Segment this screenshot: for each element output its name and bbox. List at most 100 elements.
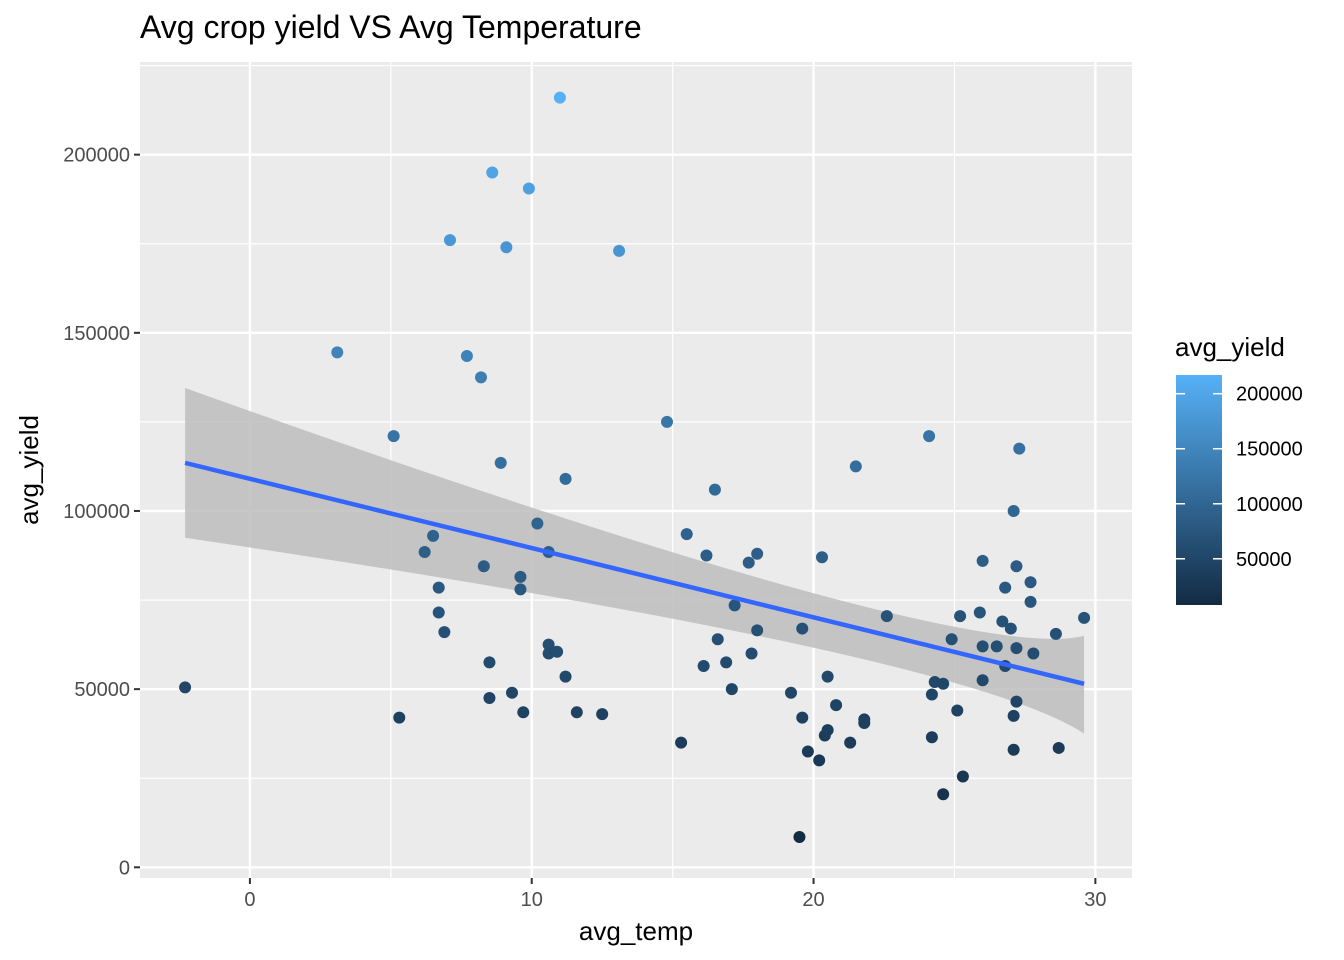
- legend-title: avg_yield: [1175, 332, 1285, 362]
- data-point: [880, 610, 893, 623]
- data-point: [542, 638, 555, 651]
- y-tick-label: 200000: [63, 145, 130, 167]
- y-tick-label: 150000: [63, 323, 130, 345]
- data-point: [954, 610, 967, 623]
- data-point: [1013, 442, 1026, 455]
- data-point: [697, 659, 710, 672]
- x-tick-label: 0: [244, 889, 255, 911]
- data-point: [522, 182, 535, 195]
- data-point: [821, 724, 834, 737]
- data-point: [179, 681, 192, 694]
- data-point: [1024, 595, 1037, 608]
- data-point: [816, 551, 828, 564]
- x-axis-title: avg_temp: [579, 916, 693, 946]
- legend-tick-label: 200000: [1236, 384, 1303, 406]
- data-point: [1010, 695, 1023, 708]
- data-point: [830, 699, 843, 712]
- data-point: [976, 674, 989, 687]
- data-point: [937, 677, 950, 690]
- data-point: [996, 615, 1009, 628]
- data-point: [438, 626, 451, 639]
- data-point: [990, 640, 1003, 653]
- data-point: [801, 745, 814, 758]
- x-axis: 0 10 20 30: [244, 878, 1106, 911]
- color-legend: avg_yield 50000 100000 150000 200000: [1175, 332, 1303, 605]
- data-point: [821, 670, 834, 683]
- data-point: [432, 606, 445, 619]
- data-point: [973, 606, 986, 619]
- data-point: [728, 599, 741, 612]
- data-point: [951, 704, 964, 717]
- data-point: [531, 517, 544, 530]
- data-point: [923, 430, 936, 443]
- data-point: [813, 754, 826, 767]
- minor-gridlines: [140, 62, 1132, 878]
- data-point: [483, 656, 496, 669]
- data-point: [925, 731, 938, 744]
- data-point: [796, 622, 809, 635]
- data-point: [1027, 647, 1040, 660]
- data-point: [661, 415, 673, 428]
- data-point: [796, 711, 809, 724]
- legend-tick-label: 150000: [1236, 439, 1303, 461]
- data-point: [925, 688, 938, 701]
- data-point: [613, 244, 626, 257]
- chart-title: Avg crop yield VS Avg Temperature: [140, 9, 642, 45]
- data-point: [331, 346, 344, 359]
- data-point: [418, 545, 431, 558]
- major-gridlines: [140, 62, 1132, 878]
- legend-tick-label: 50000: [1236, 549, 1292, 571]
- data-point: [1004, 622, 1017, 635]
- data-point: [751, 624, 764, 637]
- y-axis-title: avg_yield: [14, 415, 44, 525]
- data-point: [486, 166, 499, 179]
- trend-line: [184, 460, 1085, 686]
- data-point: [742, 556, 755, 569]
- data-point: [559, 670, 572, 683]
- data-point: [483, 692, 496, 705]
- data-point: [427, 529, 440, 542]
- regression-line: [184, 460, 1085, 686]
- data-point: [675, 736, 688, 749]
- data-point: [500, 241, 513, 254]
- legend-ticks: 50000 100000 150000 200000: [1176, 384, 1303, 571]
- data-point: [708, 483, 721, 496]
- data-point: [999, 581, 1012, 594]
- data-point: [1007, 743, 1020, 756]
- data-point: [553, 91, 566, 104]
- data-point: [937, 788, 950, 801]
- data-point: [551, 645, 564, 658]
- data-point: [745, 647, 758, 660]
- y-tick-label: 100000: [63, 501, 130, 523]
- x-tick-label: 10: [521, 889, 543, 911]
- data-point: [506, 686, 518, 699]
- data-point: [793, 831, 806, 844]
- data-point: [1078, 611, 1091, 624]
- data-point: [477, 560, 490, 573]
- data-point: [725, 683, 738, 696]
- legend-colorbar: [1176, 375, 1222, 605]
- data-points: [179, 91, 1091, 844]
- data-point: [785, 686, 797, 699]
- data-point: [432, 581, 445, 594]
- data-point: [444, 234, 456, 247]
- y-axis: 0 50000 100000 150000 200000: [63, 145, 140, 879]
- data-point: [559, 472, 572, 485]
- data-point: [844, 736, 857, 749]
- data-point: [596, 708, 609, 721]
- data-point: [1049, 627, 1062, 640]
- data-point: [1010, 560, 1023, 573]
- data-point: [1052, 741, 1065, 754]
- y-tick-label: 0: [119, 857, 130, 879]
- confidence-band: [185, 388, 1085, 734]
- data-point: [1010, 642, 1023, 655]
- legend-tick-label: 100000: [1236, 494, 1303, 516]
- data-point: [494, 456, 507, 469]
- data-point: [849, 460, 862, 473]
- x-tick-label: 30: [1084, 889, 1106, 911]
- data-point: [700, 549, 713, 562]
- data-point: [387, 430, 400, 443]
- data-point: [514, 570, 527, 583]
- data-point: [1024, 576, 1037, 589]
